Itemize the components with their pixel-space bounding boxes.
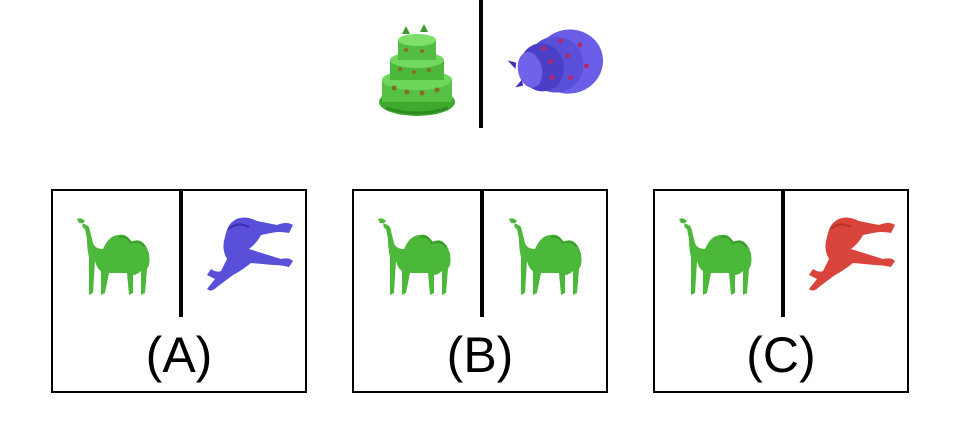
camel-icon <box>376 209 458 299</box>
option-c-label: (C) <box>746 327 816 383</box>
cake-icon-green <box>372 22 462 122</box>
option-b-label: (B) <box>446 327 514 383</box>
option-c-box[interactable]: (C) <box>653 189 909 393</box>
option-a-label: (A) <box>145 327 213 383</box>
example-divider <box>479 0 483 128</box>
camel-twisted-icon <box>201 209 297 295</box>
option-b-divider <box>480 191 484 317</box>
camel-icon <box>677 209 759 299</box>
camel-twisted-icon <box>803 209 899 295</box>
option-a-box[interactable]: (A) <box>51 189 307 393</box>
option-b-box[interactable]: (B) <box>352 189 608 393</box>
camel-icon <box>75 209 157 299</box>
cake-icon-purple <box>507 24 608 110</box>
option-a-divider <box>179 191 183 317</box>
option-c-divider <box>781 191 785 317</box>
camel-icon <box>504 209 592 299</box>
